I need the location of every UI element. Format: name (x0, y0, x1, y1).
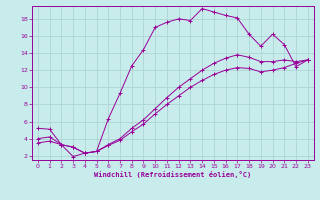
X-axis label: Windchill (Refroidissement éolien,°C): Windchill (Refroidissement éolien,°C) (94, 171, 252, 178)
